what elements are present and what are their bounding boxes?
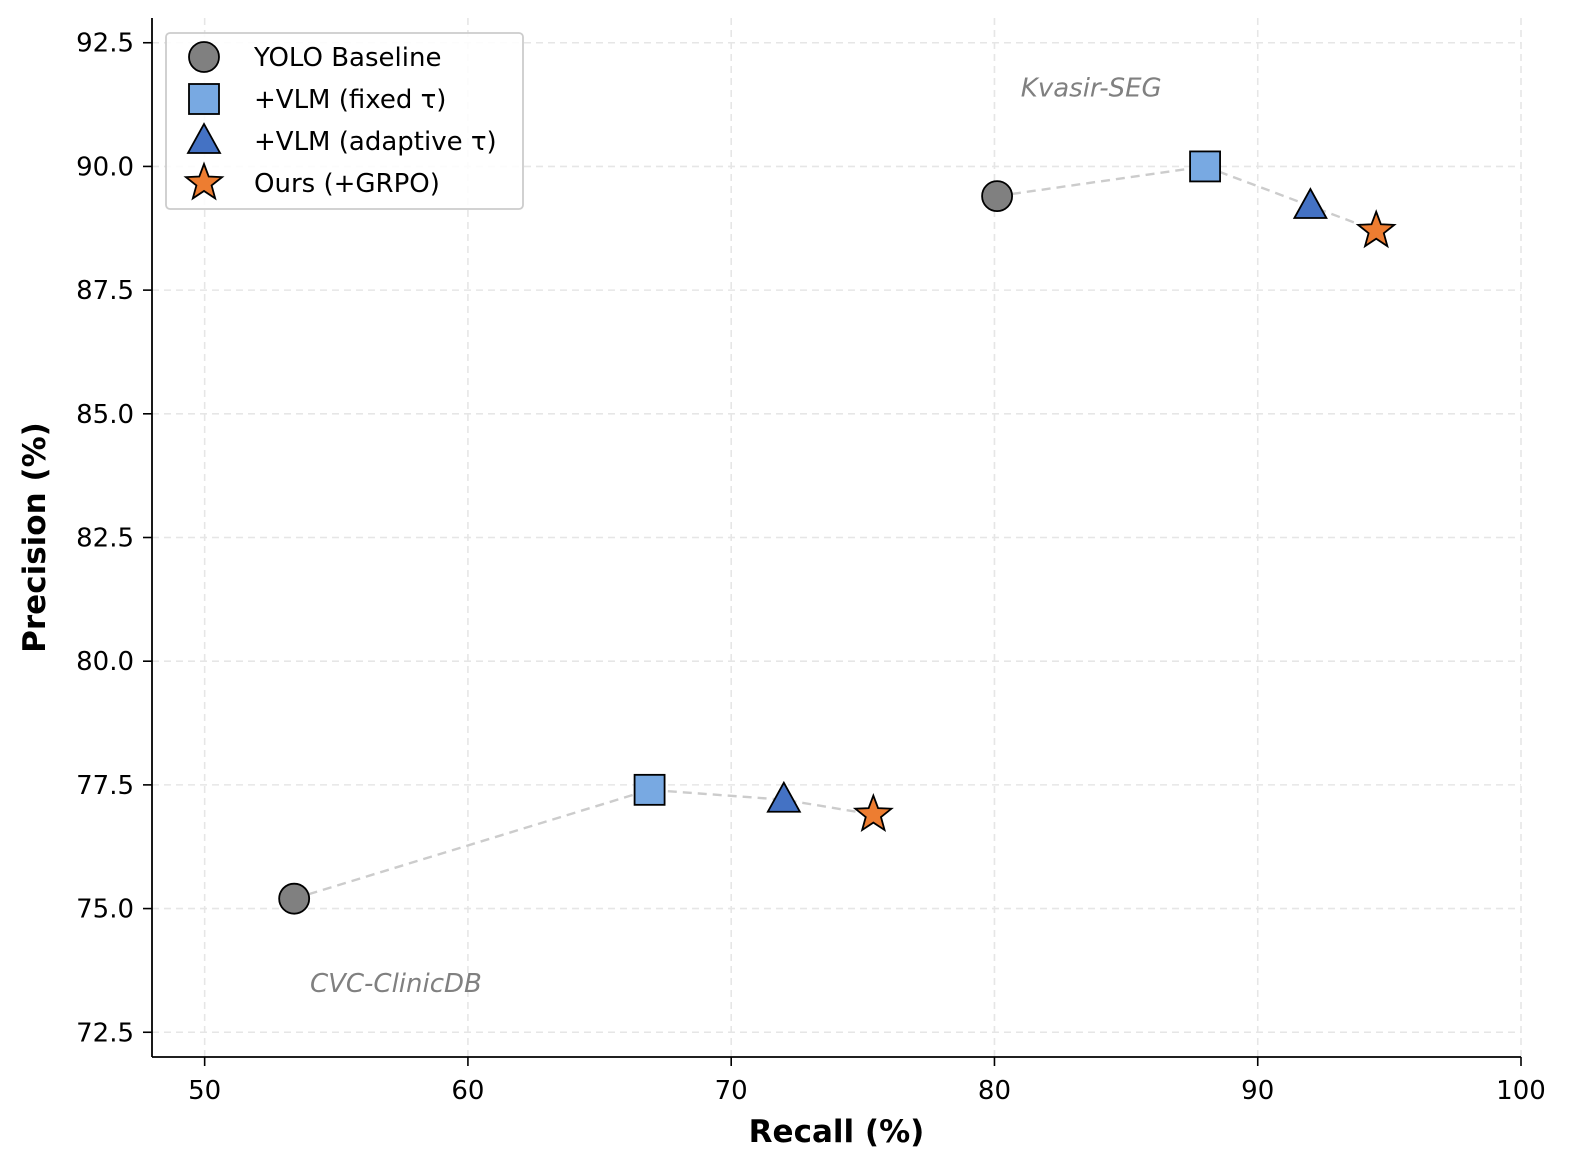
x-tick-label: 90	[1241, 1076, 1274, 1106]
dataset-label: Kvasir-SEG	[1021, 73, 1162, 103]
legend-label: YOLO Baseline	[253, 43, 441, 73]
legend-label: Ours (+GRPO)	[254, 169, 440, 199]
connector-line-0	[996, 165, 1377, 232]
x-tick-label: 100	[1496, 1076, 1546, 1106]
y-tick-label: 85.0	[76, 400, 134, 430]
y-tick-label: 90.0	[76, 152, 134, 182]
dataset-label: CVC-ClinicDB	[310, 969, 482, 999]
connector-line-1	[293, 788, 874, 900]
legend-label: +VLM (fixed τ)	[254, 85, 446, 115]
y-tick-label: 82.5	[76, 524, 134, 554]
x-tick-label: 50	[188, 1076, 221, 1106]
x-axis-title: Recall (%)	[749, 1114, 925, 1150]
y-tick-label: 72.5	[76, 1018, 134, 1048]
data-markers	[278, 150, 1397, 915]
dataset-labels: Kvasir-SEG CVC-ClinicDB	[310, 73, 1162, 999]
data-point-triangle	[1292, 187, 1328, 219]
y-tick-label: 75.0	[76, 895, 134, 925]
data-point-star	[852, 793, 894, 833]
data-point-circle	[981, 180, 1013, 213]
x-tick-label: 70	[715, 1076, 748, 1106]
data-point-square	[633, 773, 666, 806]
connector-lines	[293, 165, 1377, 900]
legend-box	[165, 32, 524, 210]
data-point-square	[1189, 150, 1221, 183]
y-tick-label: 92.5	[76, 29, 134, 59]
y-tick-label: 80.0	[76, 647, 134, 677]
y-tick-label: 87.5	[76, 276, 134, 306]
x-tick-label: 80	[978, 1076, 1011, 1106]
ticks: 50 60 70 80 90 100 72.5 75.0 77.5 80.0 82.5 85.0 87.…	[76, 29, 1546, 1106]
y-axis-title: Precision (%)	[17, 422, 53, 653]
grid-lines	[152, 18, 1522, 1057]
data-point-triangle	[766, 780, 802, 813]
y-tick-label: 77.5	[76, 771, 134, 801]
legend-circle-icon	[188, 41, 220, 73]
x-tick-label: 60	[451, 1076, 484, 1106]
legend: YOLO Baseline +VLM (fixed τ) +VLM (adaptiv…	[165, 32, 524, 210]
legend-triangle-icon	[186, 122, 222, 154]
legend-label: +VLM (adaptive τ)	[254, 127, 497, 157]
data-point-circle	[278, 882, 311, 915]
legend-square-icon	[188, 83, 220, 115]
data-point-star	[1355, 209, 1397, 249]
legend-star-icon	[183, 161, 225, 201]
